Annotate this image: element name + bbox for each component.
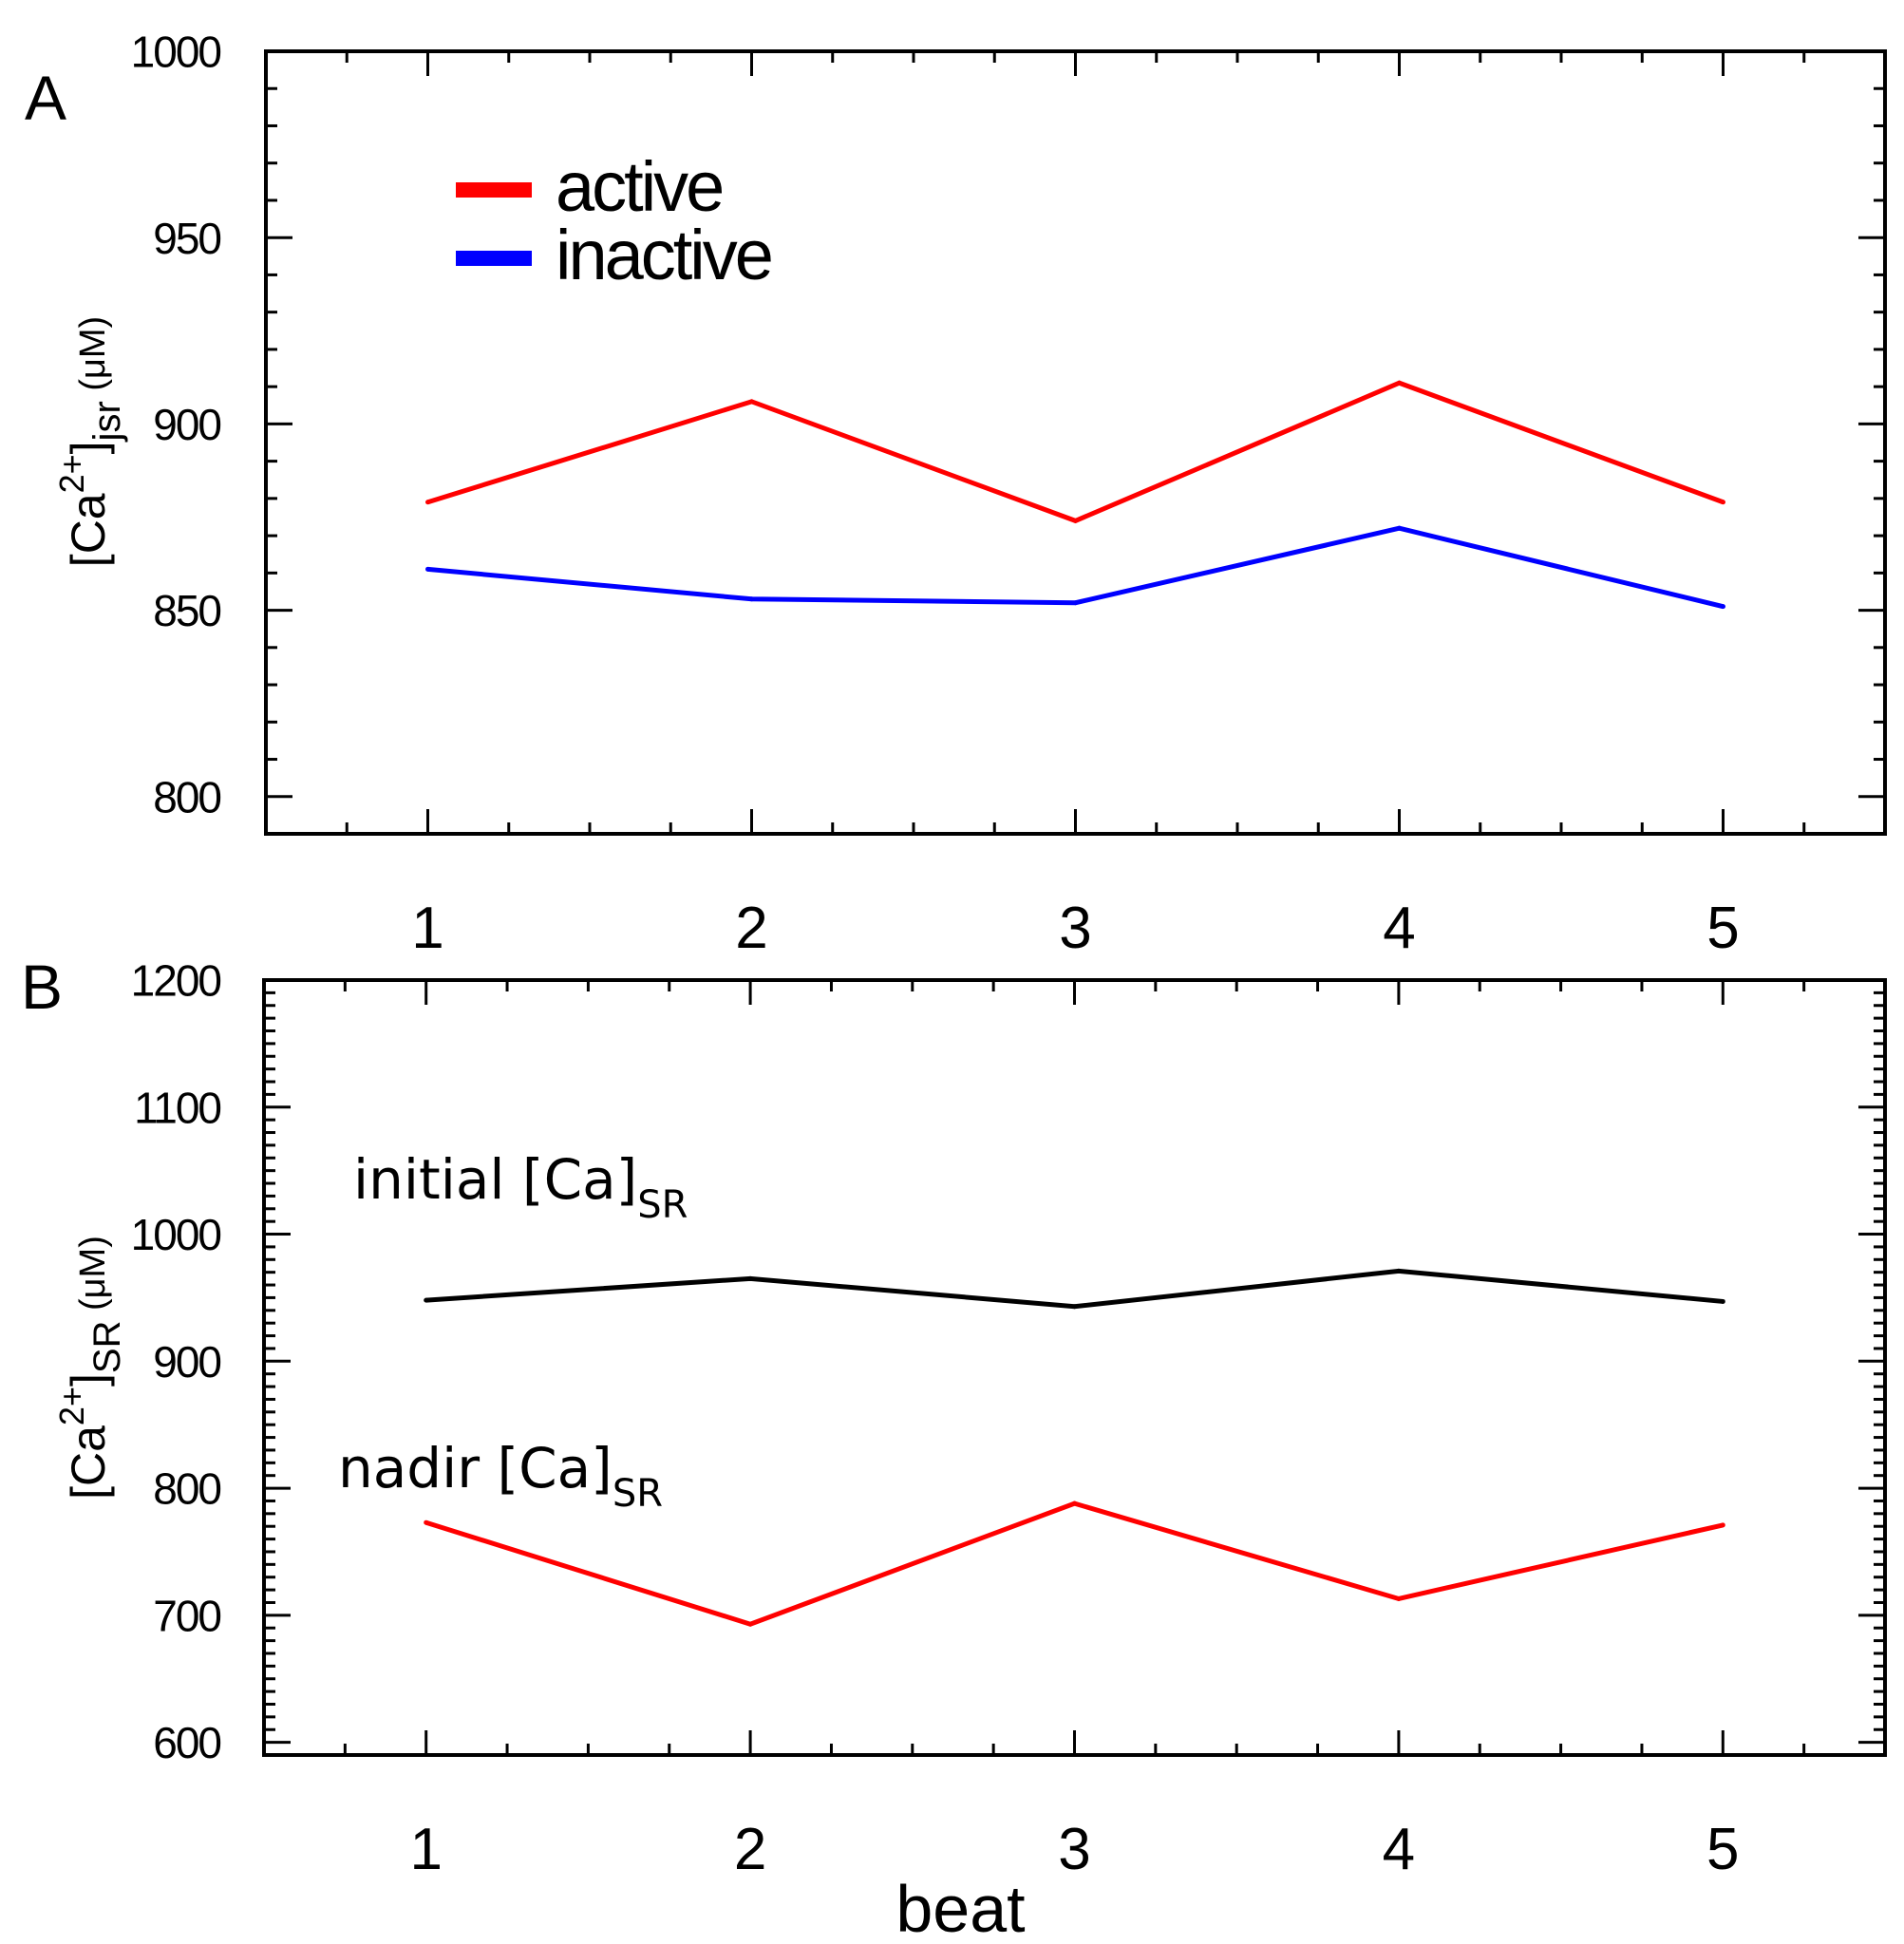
y-axis-title: [Ca2+]jsr (μM) [52, 316, 128, 567]
panel-a: 800 850 900 950 1000 1 2 3 4 5 A [Ca2+]jsr (μM) acti… [25, 28, 1887, 961]
data-point-initial [1072, 1304, 1077, 1310]
data-point-active [1721, 500, 1725, 505]
panel-letter: A [25, 63, 66, 133]
y-axis-title-sub: SR [86, 1321, 128, 1374]
y-axis-title-base: [Ca [62, 1425, 115, 1500]
y-tick-label: 1000 [131, 28, 221, 77]
data-point-nadir [1720, 1522, 1725, 1528]
y-axis-title-sub: jsr [86, 401, 128, 442]
x-tick-label: 3 [1059, 896, 1091, 961]
data-point-nadir [424, 1519, 429, 1525]
data-point-initial [747, 1275, 753, 1281]
legend-label-active: active [556, 147, 722, 226]
annotation-main: nadir [Ca] [338, 1436, 613, 1500]
data-point-initial [1720, 1298, 1725, 1304]
y-tick-label: 700 [153, 1591, 220, 1640]
y-axis-title-close: ] [62, 441, 115, 454]
annotation-sub: SR [613, 1472, 663, 1516]
data-point-inactive [1721, 604, 1725, 610]
plot-frame [262, 978, 1887, 1757]
x-tick-label: 5 [1706, 1817, 1739, 1882]
data-point-initial [1396, 1268, 1402, 1274]
x-tick-label: 2 [734, 1817, 766, 1882]
y-axis-title-unit: (μM) [73, 316, 113, 401]
data-point-inactive [1397, 525, 1402, 531]
y-tick-label: 1100 [134, 1083, 220, 1132]
x-tick-label: 2 [735, 896, 767, 961]
series-line-initial [425, 1268, 1724, 1310]
y-tick-label: 950 [153, 214, 220, 263]
data-point-inactive [425, 566, 430, 572]
y-tick-label: 850 [153, 586, 220, 635]
x-axis-title: beat [895, 1872, 1025, 1944]
y-axis-title-sup: 2+ [52, 454, 91, 493]
x-tick-label: 3 [1058, 1817, 1090, 1882]
x-tick-label: 5 [1706, 896, 1739, 961]
y-tick-label: 800 [153, 772, 220, 821]
x-tick-label: 4 [1383, 896, 1415, 961]
series-line-inactive [427, 525, 1725, 610]
annotation-main: initial [Ca] [353, 1147, 637, 1212]
data-point-nadir [1072, 1500, 1077, 1506]
y-axis-title: [Ca2+]SR (μM) [52, 1236, 128, 1500]
y-tick-label: 1000 [131, 1210, 221, 1259]
data-point-active [1073, 518, 1078, 523]
annotation-label: nadir [Ca]SR [338, 1436, 663, 1516]
data-point-inactive [1073, 600, 1078, 606]
annotation-sub: SR [637, 1183, 688, 1227]
data-point-initial [424, 1297, 429, 1303]
series-line-active [426, 380, 1725, 524]
y-tick-label: 600 [153, 1718, 220, 1767]
y-axis-title-sup: 2+ [52, 1387, 91, 1425]
y-tick-label: 900 [153, 400, 220, 449]
plot-frame [264, 49, 1887, 836]
legend-label-inactive: inactive [556, 216, 771, 294]
series-line-nadir [424, 1500, 1724, 1627]
x-tick-label: 1 [409, 1817, 442, 1882]
data-point-nadir [1396, 1595, 1402, 1601]
y-axis-title-close: ] [62, 1373, 115, 1387]
y-axis-title-base: [Ca [62, 493, 115, 567]
annotation-label: initial [Ca]SR [353, 1147, 688, 1227]
data-point-active [749, 399, 754, 405]
x-tick-label: 4 [1383, 1817, 1415, 1882]
data-point-nadir [747, 1621, 753, 1627]
y-axis-title-unit: (μM) [73, 1236, 113, 1320]
x-tick-label: 1 [411, 896, 443, 961]
y-tick-label: 900 [153, 1337, 220, 1387]
data-point-inactive [749, 596, 754, 602]
y-tick-label: 1200 [131, 956, 221, 1006]
y-tick-label: 800 [153, 1464, 220, 1514]
data-point-active [1397, 380, 1402, 386]
panel-letter: B [21, 952, 63, 1022]
data-point-active [425, 500, 430, 505]
